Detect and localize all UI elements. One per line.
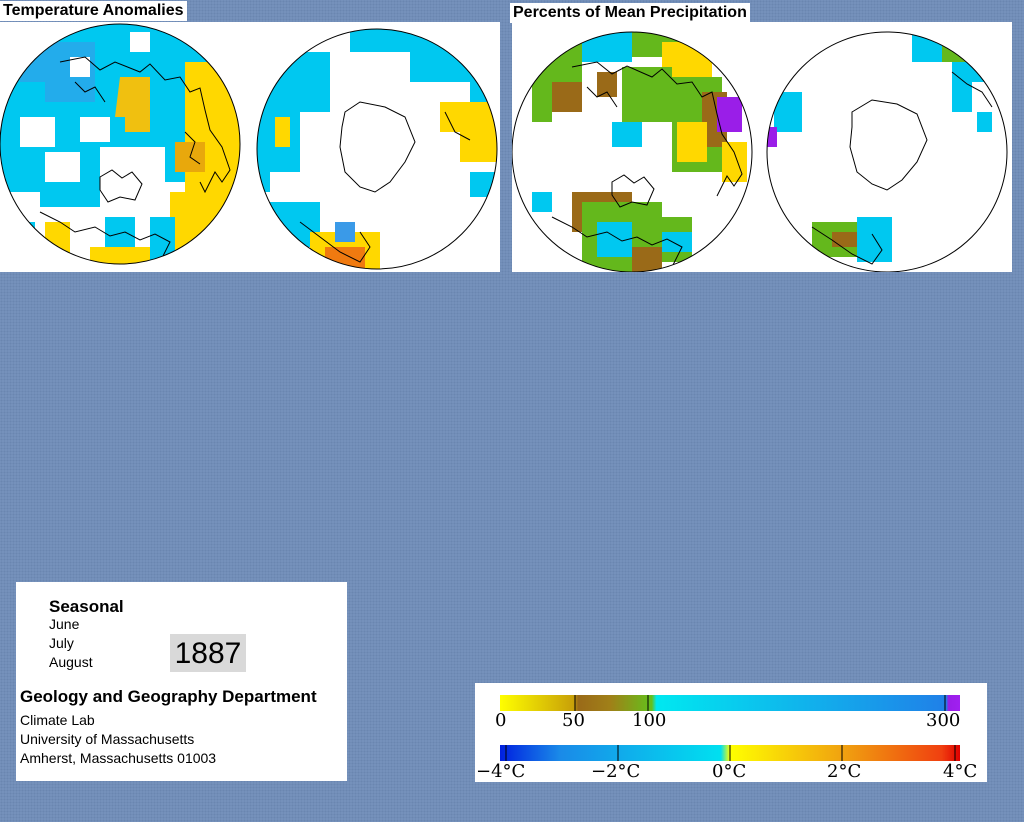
month-label: August (49, 654, 93, 670)
month-label: July (49, 635, 74, 651)
precipitation-northern-hemisphere (512, 31, 753, 272)
temperature-northern-hemisphere (0, 23, 241, 265)
season-label: Seasonal (49, 597, 124, 616)
university-name: University of Massachusetts (20, 731, 195, 747)
temperature-panel-title: Temperature Anomalies (0, 1, 187, 21)
year-badge: 1887 (170, 634, 246, 672)
temp-legend-label: 0°C (712, 761, 747, 782)
address: Amherst, Massachusetts 01003 (20, 750, 217, 766)
info-box: Seasonal June July August 1887 Geology a… (16, 582, 347, 781)
lab-name: Climate Lab (20, 712, 95, 728)
temp-legend-label: 2°C (827, 761, 862, 782)
precipitation-colorbar-ticks (574, 695, 946, 711)
precipitation-map (512, 31, 1008, 272)
temp-legend-label: −2°C (591, 761, 641, 782)
temp-legend-label: −4°C (476, 761, 526, 782)
precip-legend-label: 100 (632, 710, 667, 731)
legend-colorbars (500, 695, 960, 761)
month-label: June (49, 616, 80, 632)
temperature-southern-hemisphere (256, 28, 498, 270)
temperature-map (0, 23, 498, 270)
legend-box: 0 50 100 300 −4°C −2°C 0°C 2°C 4°C (475, 683, 987, 782)
department-name: Geology and Geography Department (20, 687, 317, 706)
precip-legend-label: 50 (562, 710, 585, 731)
temperature-map-panel (0, 22, 500, 272)
precipitation-southern-hemisphere (766, 31, 1008, 272)
precipitation-panel-title: Percents of Mean Precipitation (510, 3, 750, 23)
precipitation-map-panel (512, 22, 1012, 272)
temperature-colorbar-ticks (505, 745, 956, 761)
temp-legend-label: 4°C (943, 761, 978, 782)
precipitation-colorbar (500, 695, 960, 711)
precip-legend-label: 0 (495, 710, 507, 731)
precip-legend-label: 300 (926, 710, 961, 731)
